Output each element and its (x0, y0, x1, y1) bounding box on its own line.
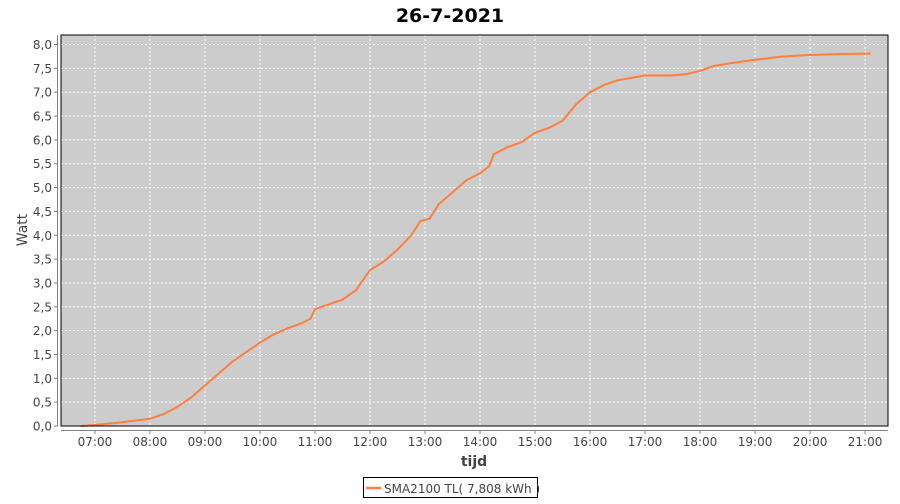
y-tick-label: 0,5 (33, 396, 52, 410)
data-point (712, 64, 715, 67)
data-point (428, 217, 431, 220)
x-axis-label: tijd (461, 454, 487, 470)
y-tick-label: 5,5 (33, 157, 52, 171)
legend: SMA2100 TL( 7,808 kWh ) (363, 477, 540, 498)
x-tick-label: 16:00 (573, 435, 608, 449)
data-point (437, 203, 440, 206)
y-tick-label: 2,0 (33, 324, 52, 338)
data-point (836, 53, 839, 56)
x-tick-label: 12:00 (353, 435, 388, 449)
plot-area (61, 35, 888, 426)
x-tick-label: 21:00 (848, 435, 883, 449)
x-tick-label: 07:00 (78, 435, 113, 449)
x-tick-label: 11:00 (298, 435, 333, 449)
x-axis: 07:00 08:00 09:00 10:00 11:00 12:00 13:00 14:00… (78, 430, 883, 449)
data-point (231, 360, 234, 363)
data-point (176, 405, 179, 408)
grid (61, 35, 888, 427)
data-point (561, 119, 564, 122)
x-tick-label: 09:00 (188, 435, 223, 449)
y-tick-label: 7,0 (33, 86, 52, 100)
data-point (190, 396, 193, 399)
data-point (754, 58, 757, 61)
data-point (864, 52, 867, 55)
y-tick-label: 1,0 (33, 372, 52, 386)
data-point (868, 52, 871, 55)
data-point (368, 269, 371, 272)
data-point (506, 146, 509, 149)
data-point (589, 91, 592, 94)
data-point (258, 341, 261, 344)
data-point (272, 333, 275, 336)
data-point (355, 289, 358, 292)
data-point (616, 79, 619, 82)
data-point (341, 298, 344, 301)
data-point (781, 55, 784, 58)
data-point (313, 308, 316, 311)
data-point (726, 62, 729, 65)
data-point (245, 351, 248, 354)
data-point (327, 303, 330, 306)
data-point (451, 191, 454, 194)
data-point (699, 69, 702, 72)
legend-label: SMA2100 TL( 7,808 kWh ) (384, 482, 540, 496)
x-tick-label: 17:00 (628, 435, 663, 449)
data-point (203, 384, 206, 387)
data-point (286, 327, 289, 330)
x-tick-label: 20:00 (793, 435, 828, 449)
data-point (465, 179, 468, 182)
y-tick-label: 4,5 (33, 205, 52, 219)
data-point (479, 172, 482, 175)
plot-border (60, 34, 889, 427)
data-point (148, 417, 151, 420)
y-tick-label: 5,0 (33, 181, 52, 195)
data-point (534, 131, 537, 134)
data-point (809, 54, 812, 57)
y-axis: 0,0 0,5 1,0 1,5 2,0 2,5 3,0 3,5 4,0 4,5 5,0 5,5 6,0 6… (33, 38, 58, 434)
data-point (547, 126, 550, 129)
x-tick-label: 19:00 (738, 435, 773, 449)
data-point (162, 413, 165, 416)
data-point (217, 372, 220, 375)
data-point (488, 165, 491, 168)
y-tick-label: 6,5 (33, 110, 52, 124)
data-point (382, 260, 385, 263)
y-tick-label: 3,0 (33, 276, 52, 290)
x-tick-label: 08:00 (133, 435, 168, 449)
data-point (602, 84, 605, 87)
data-point (671, 74, 674, 77)
x-tick-label: 15:00 (518, 435, 553, 449)
data-point (492, 153, 495, 156)
data-point (410, 234, 413, 237)
y-tick-label: 3,5 (33, 253, 52, 267)
y-tick-label: 7,5 (33, 62, 52, 76)
data-point (685, 73, 688, 76)
data-point (309, 317, 312, 320)
data-point (396, 248, 399, 251)
x-tick-label: 10:00 (243, 435, 278, 449)
y-axis-label: Watt (15, 213, 31, 246)
x-tick-label: 18:00 (683, 435, 718, 449)
y-tick-label: 2,5 (33, 300, 52, 314)
data-points (80, 52, 871, 427)
y-tick-label: 4,0 (33, 229, 52, 243)
data-point (575, 103, 578, 106)
y-tick-label: 8,0 (33, 38, 52, 52)
data-point (419, 219, 422, 222)
data-point (359, 281, 362, 284)
data-point (300, 322, 303, 325)
data-point (644, 74, 647, 77)
x-tick-label: 13:00 (408, 435, 443, 449)
data-point (520, 141, 523, 144)
y-tick-label: 1,5 (33, 348, 52, 362)
x-tick-label: 14:00 (463, 435, 498, 449)
data-point (121, 421, 124, 424)
y-tick-label: 6,0 (33, 133, 52, 147)
y-tick-label: 0,0 (33, 420, 52, 434)
chart-title: 26-7-2021 (396, 5, 504, 27)
data-point (630, 76, 633, 79)
